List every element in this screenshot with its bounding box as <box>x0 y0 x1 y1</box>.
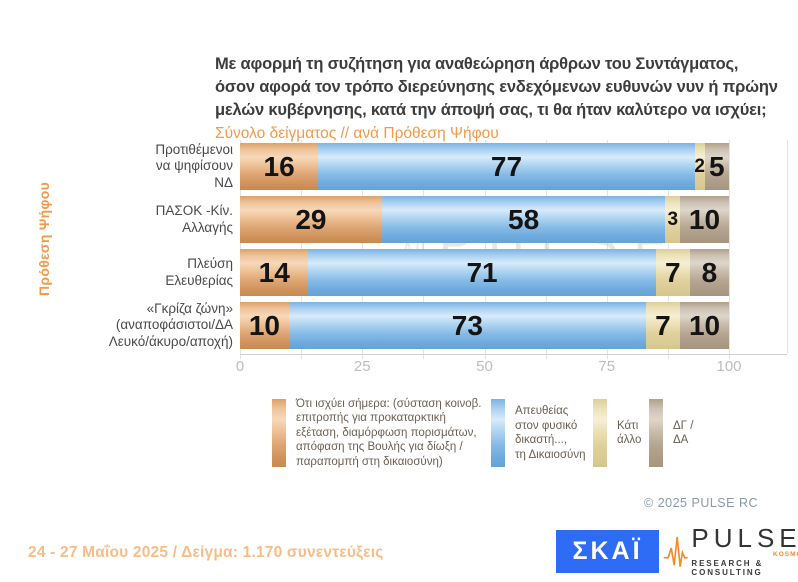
bar-segment: 7 <box>645 302 681 349</box>
bar-segment: 10 <box>680 302 729 349</box>
x-axis-line <box>240 354 787 355</box>
legend-item: Ότι ισχύει σήμερα: (σύσταση κοινοβ. επιτ… <box>272 398 481 468</box>
legend-swatch <box>649 399 663 467</box>
value-label: 10 <box>688 203 721 235</box>
bar-segment: 5 <box>704 143 729 190</box>
value-label: 3 <box>667 208 679 230</box>
bar-row: ΠΑΣΟΚ -Κίν. Αλλαγής 29 58 3 10 <box>30 196 729 243</box>
question-title: Με αφορμή τη συζήτηση για αναθεώρηση άρθ… <box>215 53 785 143</box>
category-label: «Γκρίζα ζώνη» (αναποφάσιστοι/ΔΑ Λευκό/άκ… <box>108 300 233 349</box>
value-label: 2 <box>694 155 705 177</box>
survey-info: 24 - 27 Μαΐου 2025 / Δείγμα: 1.170 συνεν… <box>28 544 384 561</box>
legend-swatch <box>593 399 607 467</box>
x-tick-label: 50 <box>476 358 493 375</box>
bar-segment: 58 <box>381 196 666 243</box>
bar-segment: 77 <box>318 143 695 190</box>
value-label: 71 <box>466 256 498 288</box>
legend-item: ΔΓ / ΔΑ <box>649 398 693 468</box>
legend: Ότι ισχύει σήμερα: (σύσταση κοινοβ. επιτ… <box>0 398 798 470</box>
legend-label: Κάτι άλλο <box>617 419 642 447</box>
bar-segment: 10 <box>240 302 289 349</box>
x-tick-label: 0 <box>235 358 245 375</box>
legend-swatch <box>491 399 505 467</box>
title-line-3: μελών κυβέρνησης, κατά την άποψή σας, τι… <box>215 101 767 119</box>
bar-segment: 14 <box>240 249 309 296</box>
pulse-waveform-icon <box>663 536 688 567</box>
skai-logo: ΣΚΑΪ <box>556 530 659 573</box>
bar-row: Προτιθέμενοι να ψηφίσουν ΝΔ 16 77 2 5 <box>30 141 729 190</box>
title-line-1: Με αφορμή τη συζήτηση για αναθεώρηση άρθ… <box>215 55 739 73</box>
copyright: © 2025 PULSE RC <box>644 496 758 510</box>
value-label: 73 <box>451 309 483 341</box>
value-label: 10 <box>248 309 281 341</box>
plot-right-border <box>787 140 788 354</box>
value-label: 77 <box>490 150 523 182</box>
category-label: Προτιθέμενοι να ψηφίσουν ΝΔ <box>155 141 233 190</box>
legend-label: ΔΓ / ΔΑ <box>673 419 694 447</box>
value-label: 29 <box>295 203 327 235</box>
bar-row: Πλεύση Ελευθερίας 14 71 7 8 <box>30 249 729 296</box>
bar-segment: 8 <box>689 249 729 296</box>
pulse-logo-word: PULSE <box>691 523 798 553</box>
skai-logo-text: ΣΚΑΪ <box>572 537 643 565</box>
stacked-bar: 29 58 3 10 <box>240 196 729 243</box>
pulse-logo-text: PULSE KOSMON RESEARCH & CONSULTING <box>691 525 798 577</box>
chart-subtitle: Σύνολο δείγματος // ανά Πρόθεση Ψήφου <box>215 125 499 142</box>
x-tick-label: 25 <box>353 358 371 375</box>
bar-segment: 10 <box>680 196 729 243</box>
value-label: 58 <box>508 203 540 235</box>
stacked-bar: 10 73 7 10 <box>240 302 729 349</box>
legend-swatch <box>272 399 286 467</box>
value-label: 8 <box>701 256 718 288</box>
stacked-bar: 14 71 7 8 <box>240 249 729 296</box>
pulse-logo-subtext: RESEARCH & CONSULTING <box>691 559 764 577</box>
title-line-2: όσον αφορά τον τρόπο διερεύνησης ενδεχόμ… <box>215 78 778 96</box>
legend-label: Ότι ισχύει σήμερα: (σύσταση κοινοβ. επιτ… <box>296 397 482 468</box>
gridline <box>729 140 730 359</box>
bar-rows: Προτιθέμενοι να ψηφίσουν ΝΔ 16 77 2 5 ΠΑΣΟΚ -… <box>30 141 729 355</box>
stacked-bar: 16 77 2 5 <box>240 143 729 190</box>
bar-segment: 2 <box>694 143 705 190</box>
value-label: 14 <box>258 256 290 288</box>
legend-item: Κάτι άλλο <box>593 398 641 468</box>
value-label: 7 <box>664 256 681 288</box>
category-label: ΠΑΣΟΚ -Κίν. Αλλαγής <box>155 203 233 235</box>
value-label: 16 <box>263 150 295 182</box>
value-label: 5 <box>708 150 725 182</box>
x-tick-label: 100 <box>716 358 742 375</box>
pulse-logo: PULSE KOSMON RESEARCH & CONSULTING <box>663 525 798 577</box>
category-label: Πλεύση Ελευθερίας <box>165 256 233 288</box>
legend-item: Απευθείας στον φυσικό δικαστή..., τη Δικ… <box>491 398 585 468</box>
pulse-logo-kosmon: KOSMON <box>773 551 798 558</box>
bar-segment: 29 <box>240 196 382 243</box>
legend-label: Απευθείας στον φυσικό δικαστή..., τη Δικ… <box>515 405 586 461</box>
bar-segment: 3 <box>665 196 681 243</box>
bar-segment: 71 <box>308 249 656 296</box>
bar-segment: 73 <box>288 302 646 349</box>
x-tick-label: 75 <box>598 358 616 375</box>
bar-row: «Γκρίζα ζώνη» (αναποφάσιστοι/ΔΑ Λευκό/άκ… <box>30 300 729 349</box>
value-label: 10 <box>688 309 721 341</box>
bar-segment: 7 <box>655 249 690 296</box>
bar-segment: 16 <box>240 143 319 190</box>
value-label: 7 <box>655 309 671 341</box>
